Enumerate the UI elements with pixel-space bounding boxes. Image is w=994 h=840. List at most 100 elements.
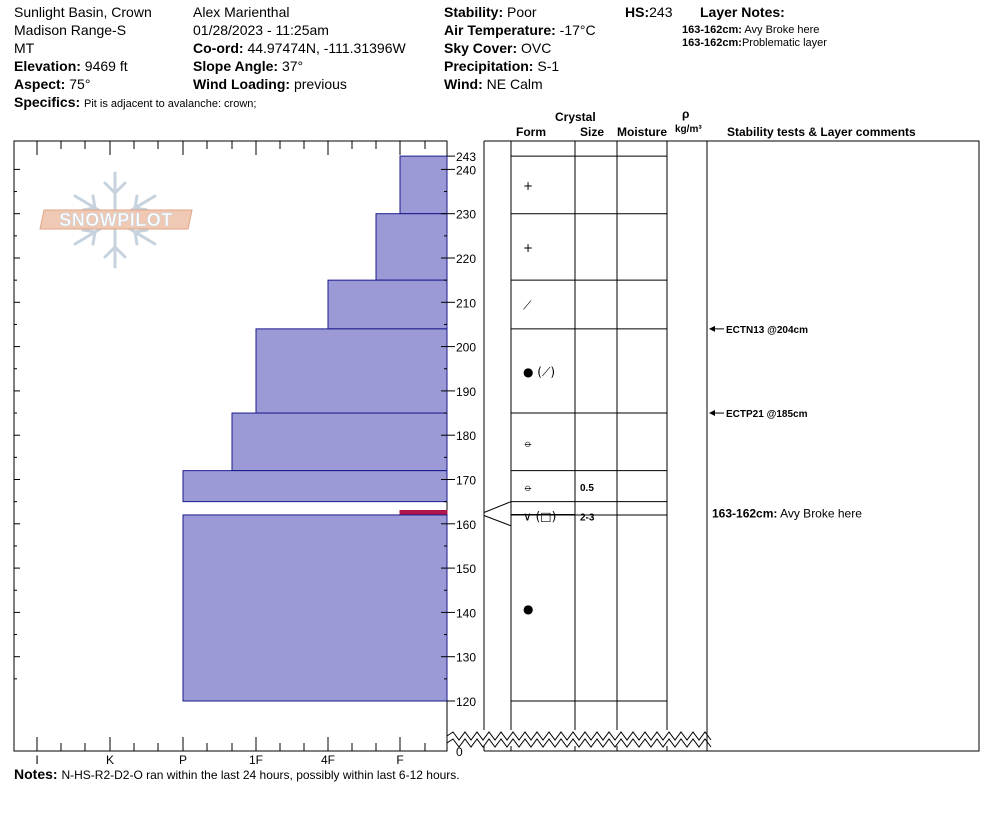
hardness-label: P xyxy=(179,753,187,767)
crystal-form-symbol: ⦵ xyxy=(523,436,533,450)
crystal-form-symbol: + xyxy=(523,241,533,255)
coord-value: 44.97474N, -111.31396W xyxy=(247,40,406,56)
layer-columns: + + ⟋ ● (⟋) ⦵ ⦵ 0.5 ∨ (□) 2-3 ● ECTN13 @204cm ECTP2… xyxy=(446,140,862,752)
slope-label: Slope Angle: xyxy=(193,58,279,74)
layer-note: 163-162cm: Avy Broke here xyxy=(682,24,819,36)
precip-value: S-1 xyxy=(537,58,560,74)
specifics-label: Specifics: xyxy=(14,94,81,110)
notes-label: Notes: xyxy=(14,766,58,782)
aspect-value: 75° xyxy=(69,76,91,92)
layer-notes-title: Layer Notes: xyxy=(700,4,785,20)
size-header: Size xyxy=(580,125,605,139)
crystal-header: Crystal xyxy=(555,110,596,124)
specifics: Specifics: Pit is adjacent to avalanche:… xyxy=(14,94,256,110)
hs-label: HS: xyxy=(625,4,650,20)
slope-value: 37° xyxy=(281,58,304,74)
hardness-layer-bar xyxy=(231,412,448,472)
hardness-layer-bar xyxy=(182,514,448,702)
elevation: Elevation: 9469 ft xyxy=(14,58,128,74)
crystal-size: 2-3 xyxy=(580,513,595,524)
hardness-layer-bar xyxy=(255,328,448,414)
crystal-form-symbol: + xyxy=(523,179,533,193)
hardness-layers xyxy=(182,155,448,702)
depth-label: 230 xyxy=(456,208,476,222)
depth-label: 160 xyxy=(456,518,476,532)
stability-test-label: ECTN13 @204cm xyxy=(726,325,808,336)
density-unit-header: kg/m³ xyxy=(675,124,702,135)
wind-loading-value: previous xyxy=(293,76,347,92)
crystal-form-symbol: ⦵ xyxy=(523,480,533,494)
air-temp-label: Air Temperature: xyxy=(444,22,556,38)
hardness-layer-bar xyxy=(182,470,448,503)
layer-connector xyxy=(483,515,512,527)
depth-label: 130 xyxy=(456,651,476,665)
coordinates: Co-ord: 44.97474N, -111.31396W xyxy=(193,40,406,56)
moisture-header: Moisture xyxy=(617,125,668,139)
stability-value: Poor xyxy=(507,4,537,20)
stability-label: Stability: xyxy=(444,4,504,20)
hardness-layer-bar xyxy=(399,155,448,215)
depth-label: 180 xyxy=(456,429,476,443)
axis-break-zigzag xyxy=(446,738,712,748)
layer-note-text: Avy Broke here xyxy=(744,24,820,36)
depth-label: 243 xyxy=(456,150,476,164)
sky-value: OVC xyxy=(521,40,552,56)
datetime: 01/28/2023 - 11:25am xyxy=(193,22,329,38)
hardness-layer-bar xyxy=(327,279,448,330)
stability: Stability: Poor xyxy=(444,4,537,20)
layer-note-range: 163-162cm: xyxy=(682,37,742,49)
sky-cover: Sky Cover: OVC xyxy=(444,40,551,56)
layer-comment-text: Avy Broke here xyxy=(777,507,862,521)
hardness-label: 1F xyxy=(249,753,263,767)
observer: Alex Marienthal xyxy=(193,4,290,20)
layer-note-text: Problematic layer xyxy=(741,37,827,49)
depth-label: 140 xyxy=(456,606,476,620)
hs: HS:243 xyxy=(625,4,672,20)
crystal-size: 0.5 xyxy=(580,483,594,494)
crystal-form-symbol: ● (⟋) xyxy=(523,365,555,379)
axis-break-zigzag xyxy=(446,731,712,741)
sky-label: Sky Cover: xyxy=(444,40,518,56)
location-line-1: Sunlight Basin, Crown xyxy=(14,4,152,20)
notes-value: N-HS-R2-D2-O ran within the last 24 hour… xyxy=(61,768,460,782)
depth-label: 120 xyxy=(456,695,476,709)
crystal-form-symbol: ● xyxy=(523,602,533,616)
wind-label: Wind: xyxy=(444,76,483,92)
aspect: Aspect: 75° xyxy=(14,76,90,92)
wind: Wind: NE Calm xyxy=(444,76,543,92)
elevation-label: Elevation: xyxy=(14,58,81,74)
stability-test-label: ECTP21 @185cm xyxy=(726,409,808,420)
depth-label: 0 xyxy=(456,745,463,759)
specifics-value: Pit is adjacent to avalanche: crown; xyxy=(84,98,257,110)
wind-loading-label: Wind Loading: xyxy=(193,76,291,92)
layer-connector xyxy=(483,501,512,513)
crystal-form-symbol: ⟋ xyxy=(523,299,532,313)
coord-label: Co-ord: xyxy=(193,40,244,56)
hardness-label: F xyxy=(396,753,403,767)
hardness-label: K xyxy=(106,753,114,767)
depth-label: 170 xyxy=(456,474,476,488)
snowpilot-logo: SNOWPILOT xyxy=(39,171,193,269)
wind-loading: Wind Loading: previous xyxy=(193,76,347,92)
layer-comment: 163-162cm: Avy Broke here xyxy=(712,507,862,521)
depth-label: 200 xyxy=(456,341,476,355)
stability-tests-header: Stability tests & Layer comments xyxy=(727,125,916,139)
elevation-value: 9469 ft xyxy=(84,58,128,74)
form-header: Form xyxy=(516,125,546,139)
depth-label: 150 xyxy=(456,562,476,576)
location-line-2: Madison Range-S xyxy=(14,22,127,38)
depth-label: 190 xyxy=(456,385,476,399)
air-temperature: Air Temperature: -17°C xyxy=(444,22,596,38)
aspect-label: Aspect: xyxy=(14,76,66,92)
comments-frame xyxy=(706,140,980,752)
precipitation: Precipitation: S-1 xyxy=(444,58,559,74)
hardness-label: I xyxy=(35,753,38,767)
hardness-layer-bar xyxy=(375,213,448,281)
depth-label: 210 xyxy=(456,296,476,310)
crystal-form-symbol: ∨ (□) xyxy=(523,510,556,524)
density-rho-header: ρ xyxy=(682,107,690,121)
layer-note: 163-162cm:Problematic layer xyxy=(682,37,827,49)
layer-comment-range: 163-162cm: xyxy=(712,507,777,521)
depth-label: 220 xyxy=(456,252,476,266)
